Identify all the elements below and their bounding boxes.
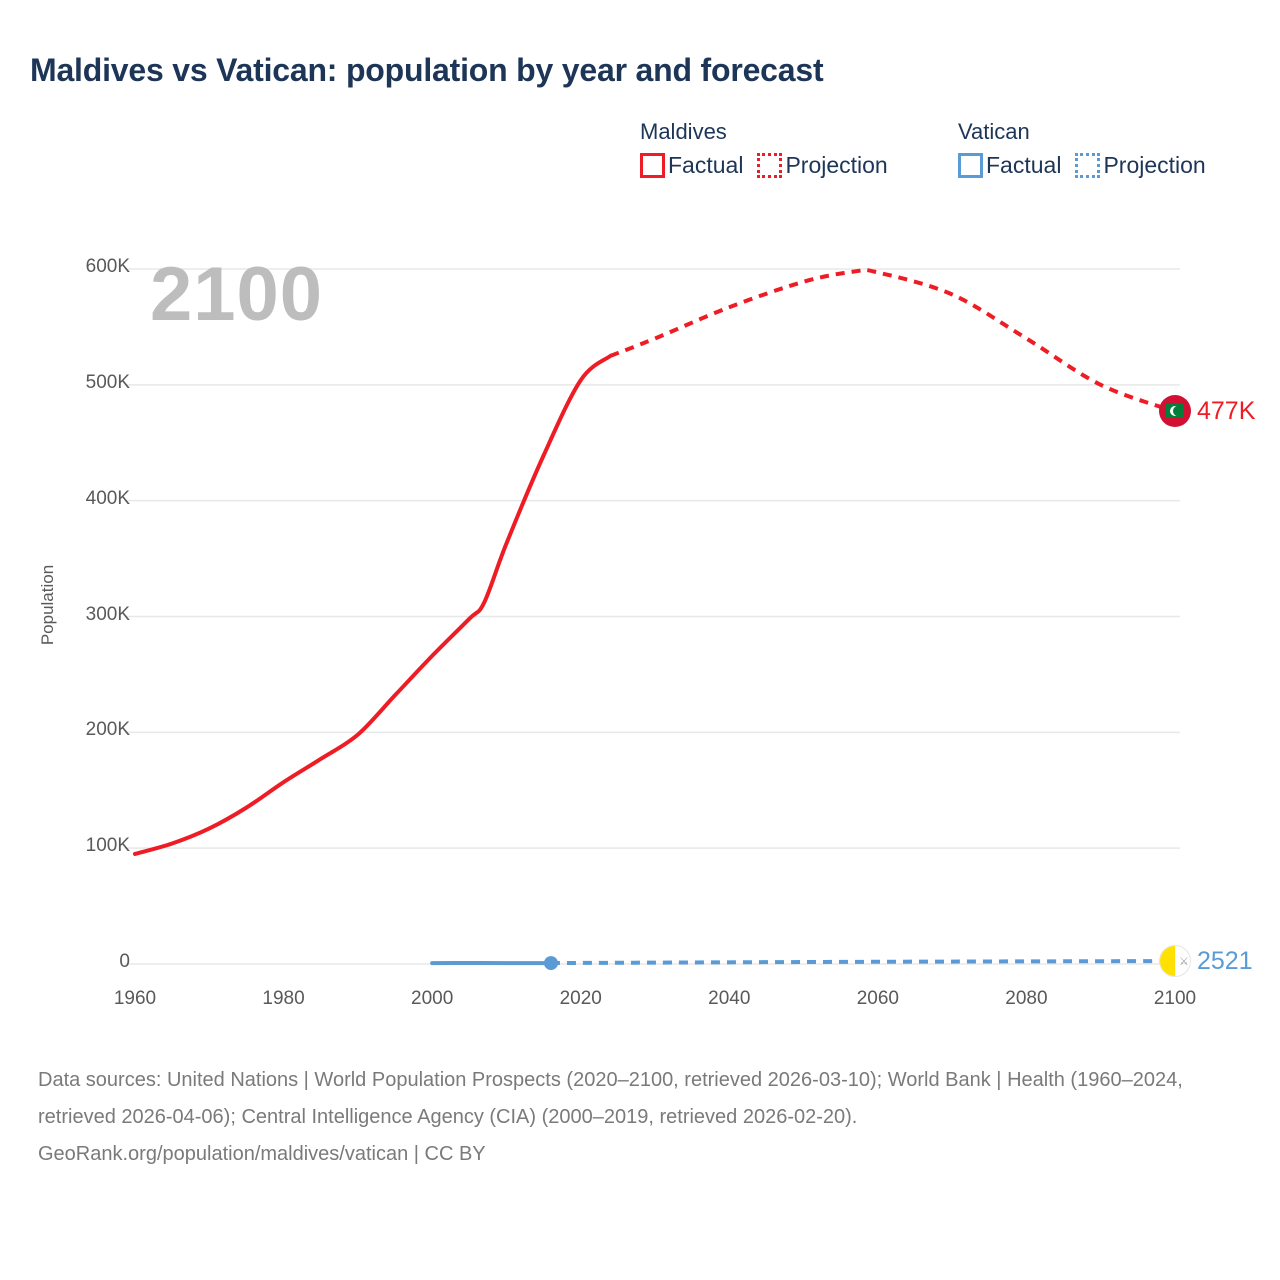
legend-country-label: Vatican — [958, 119, 1030, 144]
x-tick-label: 2040 — [708, 988, 751, 1009]
legend-swatch-solid-icon — [640, 153, 665, 178]
endpoint-value-vatican: 2521 — [1197, 946, 1253, 975]
legend-item-label: Projection — [1103, 152, 1206, 178]
attribution-link[interactable]: GeoRank.org/population/maldives/vatican … — [38, 1143, 486, 1165]
legend-swatch-solid-icon — [958, 153, 983, 178]
series-line-maldives-factual — [133, 353, 613, 856]
x-tick-label: 2020 — [559, 988, 602, 1009]
x-tick-label: 1980 — [262, 988, 305, 1009]
legend-swatch-dotted-icon — [757, 153, 783, 178]
footer: Data sources: United Nations | World Pop… — [38, 1062, 1238, 1173]
legend-item-vatican-factual[interactable]: Factual — [958, 152, 1061, 179]
series-line-vatican-projection — [550, 959, 1176, 966]
x-tick-label: 1960 — [113, 988, 157, 1009]
legend-group-maldives: Maldives Factual Projection — [640, 120, 902, 179]
y-tick-label: 200K — [85, 719, 130, 741]
series-transition-dot-vatican — [544, 956, 558, 971]
series-line-maldives-projection — [609, 267, 1176, 414]
page-title: Maldives vs Vatican: population by year … — [30, 52, 824, 88]
legend-country-label: Maldives — [640, 119, 727, 144]
y-tick-label: 100K — [85, 835, 130, 857]
legend-item-label: Projection — [785, 152, 888, 178]
x-tick-label: 2060 — [856, 988, 899, 1009]
year-watermark: 2100 — [150, 252, 324, 337]
endpoint-vatican[interactable]: ⚔ 2521 — [1159, 945, 1253, 978]
legend: Maldives Factual Projection Vatican Fact… — [640, 120, 1260, 200]
y-tick-label: 300K — [85, 603, 130, 625]
y-tick-label: 500K — [85, 371, 130, 393]
vatican-flag-icon: ⚔ — [1159, 945, 1191, 978]
data-sources-text: Data sources: United Nations | World Pop… — [38, 1069, 1183, 1128]
legend-item-label: Factual — [668, 152, 744, 178]
x-tick-label: 2080 — [1005, 988, 1048, 1009]
legend-item-vatican-projection[interactable]: Projection — [1075, 152, 1206, 179]
legend-item-label: Factual — [986, 152, 1062, 178]
y-tick-label: 600K — [85, 256, 130, 277]
y-tick-label: 0 — [119, 951, 130, 972]
maldives-flag-icon — [1159, 395, 1191, 428]
legend-item-maldives-projection[interactable]: Projection — [757, 152, 888, 179]
legend-item-maldives-factual[interactable]: Factual — [640, 152, 743, 179]
endpoint-maldives[interactable]: 477K — [1159, 395, 1256, 428]
legend-swatch-dotted-icon — [1075, 153, 1101, 178]
endpoint-value-maldives: 477K — [1197, 396, 1256, 425]
x-tick-label: 2100 — [1153, 988, 1197, 1009]
y-tick-label: 400K — [85, 487, 130, 509]
legend-group-vatican: Vatican Factual Projection — [958, 120, 1220, 179]
x-tick-label: 2000 — [411, 988, 454, 1009]
